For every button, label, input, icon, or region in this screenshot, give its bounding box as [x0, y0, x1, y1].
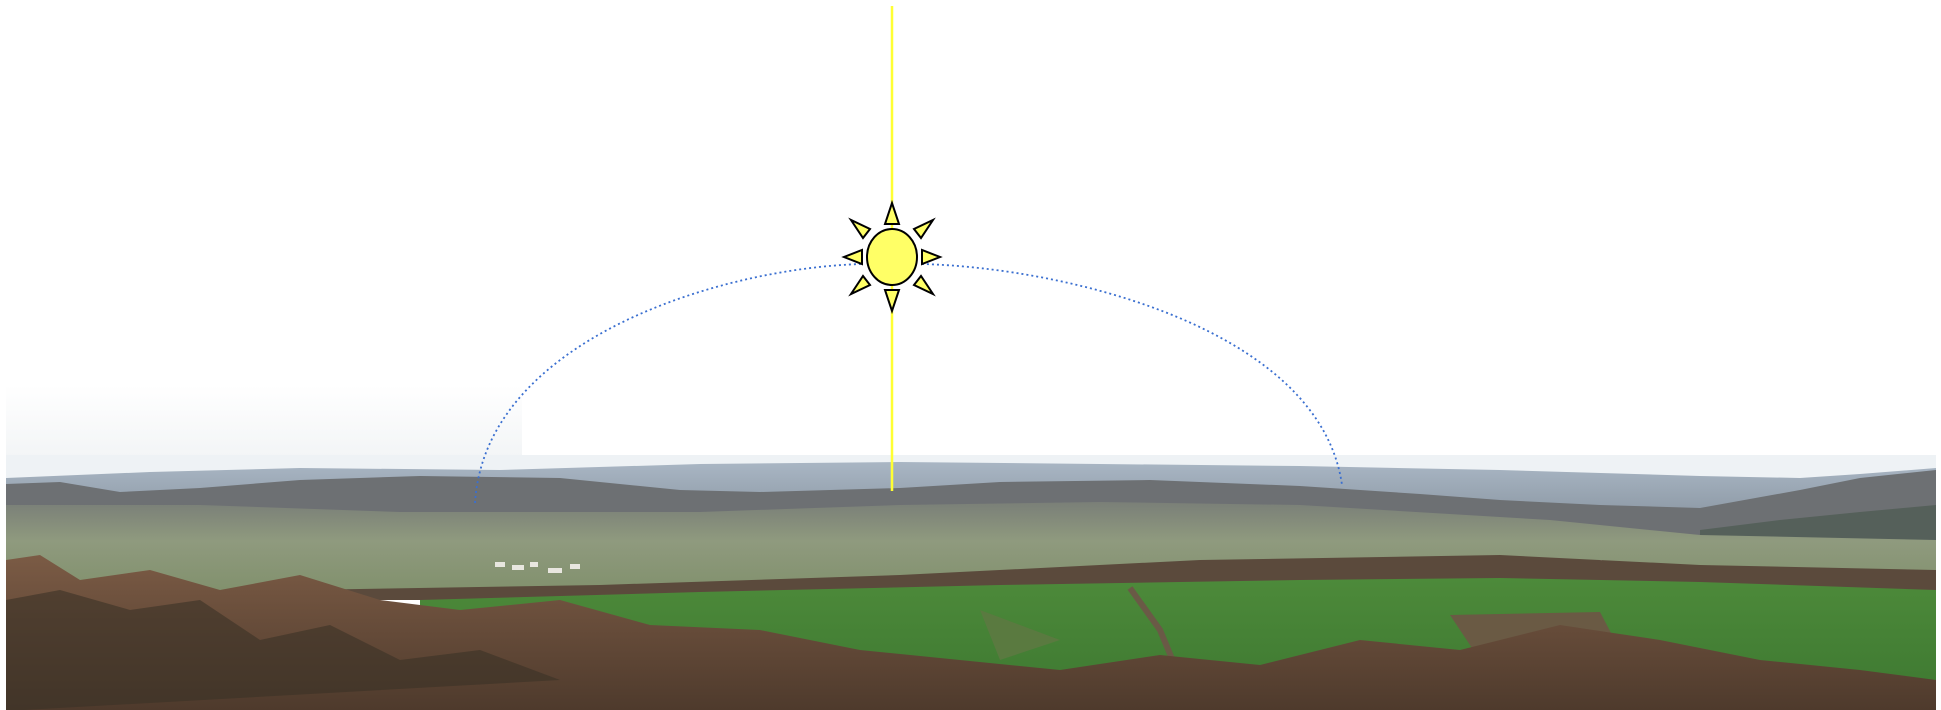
sun-path-arc [922, 264, 1342, 485]
page [0, 0, 1941, 710]
scene [0, 0, 1941, 710]
sun-icon [844, 203, 940, 311]
